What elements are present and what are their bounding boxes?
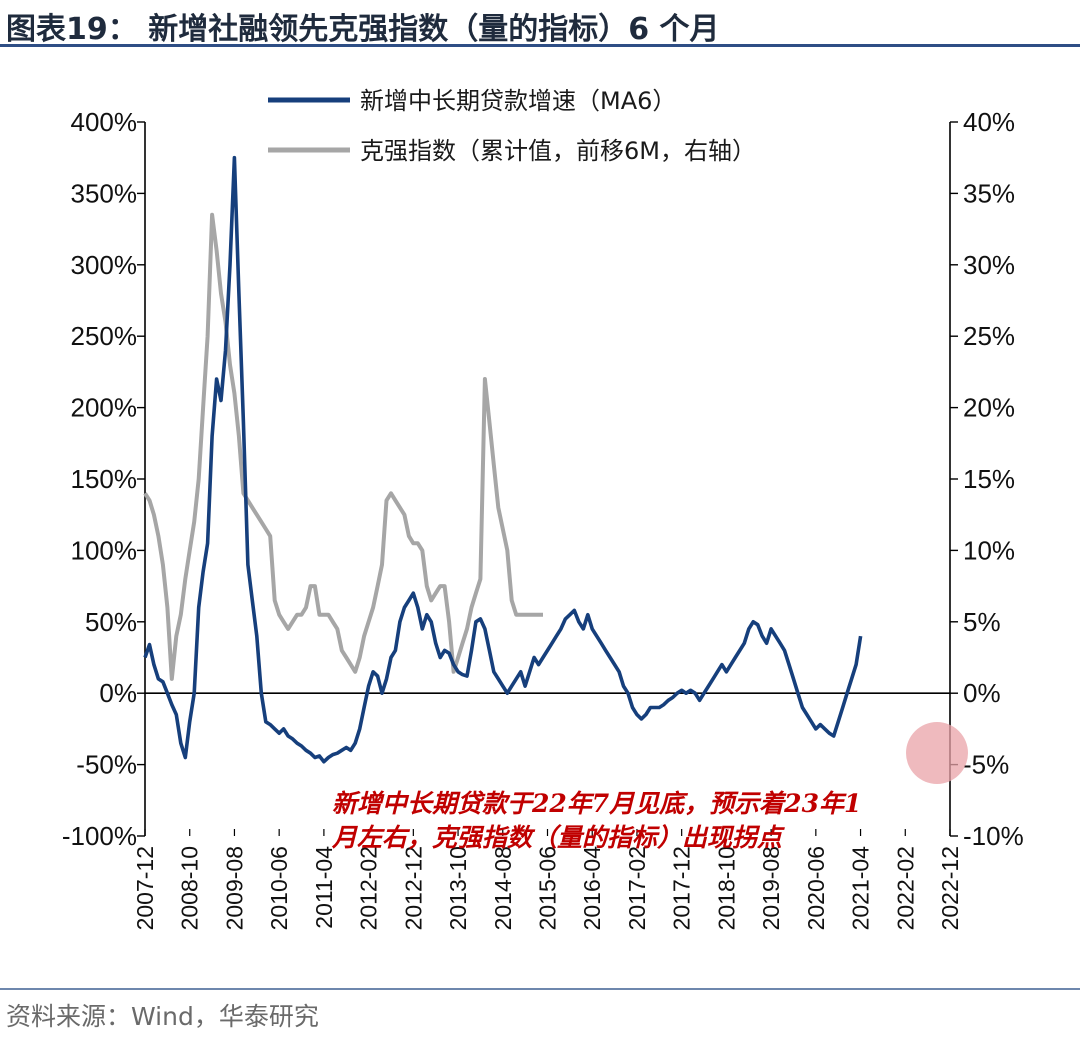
- x-tick-label: 2008-10: [177, 846, 203, 930]
- right-tick-label: -10%: [963, 821, 1024, 851]
- left-tick-label: 150%: [71, 464, 138, 494]
- right-tick-label: 30%: [963, 250, 1015, 280]
- x-tick-label: 2015-06: [535, 846, 561, 930]
- x-tick-label: 2016-04: [579, 846, 605, 931]
- right-tick-label: 10%: [963, 535, 1015, 565]
- source-divider: [0, 988, 1080, 990]
- x-tick-label: 2012-12: [400, 846, 426, 930]
- legend: 新增中长期贷款增速（MA6） 克强指数（累计值，前移6M，右轴）: [268, 87, 756, 165]
- right-tick-label: 0%: [963, 678, 1001, 708]
- legend-loan-growth-label: 新增中长期贷款增速（MA6）: [360, 87, 676, 115]
- x-tick-label: 2014-08: [490, 846, 516, 930]
- right-tick-label: 5%: [963, 607, 1001, 637]
- series-layer: [143, 155, 863, 764]
- title-divider: [0, 44, 1080, 47]
- axes: -100% -50% 0% 50% 100% 150% 200% 250% 300% 350% 40…: [62, 107, 1024, 930]
- left-tick-label: -100%: [62, 821, 137, 851]
- x-tick-label: 2012-02: [356, 846, 382, 930]
- left-tick-label: 100%: [71, 535, 138, 565]
- series-loan-growth-line: [143, 155, 863, 764]
- left-tick-label: 300%: [71, 250, 138, 280]
- annotation-line-1: 新增中长期贷款于22年7月见底，预示着23年1: [332, 789, 861, 818]
- x-tick-label: 2022-02: [892, 846, 918, 930]
- series-keqiang-index-line: [143, 212, 543, 681]
- right-tick-label: 15%: [963, 464, 1015, 494]
- trough-highlight: [906, 722, 968, 784]
- left-tick-label: 400%: [71, 107, 138, 137]
- left-tick-label: 350%: [71, 178, 138, 208]
- right-tick-label: 20%: [963, 393, 1015, 423]
- right-tick-label: 40%: [963, 107, 1015, 137]
- annotation-layer: 新增中长期贷款于22年7月见底，预示着23年1 月左右，克强指数（量的指标）出现拐…: [331, 722, 968, 852]
- x-tick-label: 2017-02: [624, 846, 650, 930]
- x-tick-label: 2018-10: [713, 846, 739, 930]
- x-tick-label: 2011-04: [311, 846, 337, 929]
- chart: -100% -50% 0% 50% 100% 150% 200% 250% 300% 350% 40…: [62, 87, 1024, 930]
- x-tick-label: 2007-12: [132, 846, 158, 930]
- x-tick-label: 2022-12: [937, 846, 963, 930]
- right-tick-label: -5%: [963, 750, 1009, 780]
- annotation-line-2: 月左右，克强指数（量的指标）出现拐点: [331, 823, 785, 852]
- x-tick-label: 2009-08: [221, 846, 247, 930]
- x-tick-label: 2021-04: [848, 846, 874, 931]
- right-tick-label: 35%: [963, 178, 1015, 208]
- left-tick-label: 200%: [71, 393, 138, 423]
- right-tick-label: 25%: [963, 321, 1015, 351]
- left-tick-label: -50%: [76, 750, 137, 780]
- left-tick-label: 250%: [71, 321, 138, 351]
- x-tick-label: 2020-06: [803, 846, 829, 930]
- source-note: 资料来源：Wind，华泰研究: [6, 1002, 319, 1031]
- x-tick-label: 2010-06: [266, 846, 292, 930]
- left-tick-label: 0%: [99, 678, 137, 708]
- chart-title: 图表19： 新增社融领先克强指数（量的指标）6 个月: [6, 12, 720, 47]
- legend-keqiang-index-label: 克强指数（累计值，前移6M，右轴）: [360, 137, 756, 165]
- x-tick-label: 2017-12: [669, 846, 695, 930]
- left-tick-label: 50%: [85, 607, 137, 637]
- x-tick-label: 2013-10: [445, 846, 471, 930]
- x-tick-label: 2019-08: [758, 846, 784, 930]
